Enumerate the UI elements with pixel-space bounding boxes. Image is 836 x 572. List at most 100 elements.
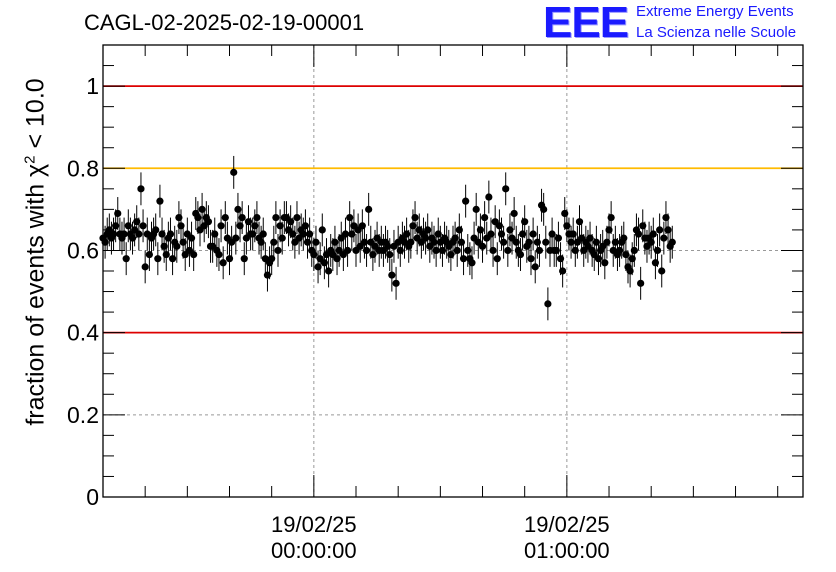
data-point xyxy=(468,259,476,267)
data-point xyxy=(552,246,560,255)
data-point xyxy=(274,246,282,255)
data-point xyxy=(141,263,149,271)
reference-lines xyxy=(103,85,803,334)
data-point xyxy=(221,213,229,222)
data-point xyxy=(365,205,373,213)
data-point xyxy=(173,242,181,250)
data-point xyxy=(664,226,672,234)
data-point xyxy=(312,238,320,246)
data-point xyxy=(527,255,535,263)
data-point xyxy=(190,250,198,259)
data-point xyxy=(238,213,246,222)
data-point xyxy=(194,213,202,222)
y-tick-labels: 0 0.2 0.4 0.6 0.8 1 xyxy=(67,73,99,510)
eee-logo: EEE xyxy=(543,0,629,47)
data-point xyxy=(120,230,128,238)
data-points xyxy=(99,168,676,308)
data-point xyxy=(263,271,272,279)
data-point xyxy=(411,213,419,222)
data-point xyxy=(331,238,339,246)
data-point xyxy=(432,246,440,255)
data-point xyxy=(502,185,510,193)
logo-line-2: La Scienza nelle Scuole xyxy=(636,24,797,41)
data-point xyxy=(314,263,322,271)
y-axis-label-sup: 2 xyxy=(21,155,39,164)
data-point xyxy=(626,267,634,275)
data-point xyxy=(287,218,295,226)
data-point xyxy=(634,230,643,238)
data-point xyxy=(430,238,438,246)
data-point xyxy=(656,226,664,234)
data-point xyxy=(348,230,356,238)
y-axis-label: fraction of events with χ2 < 10.0 xyxy=(21,78,50,425)
data-point xyxy=(544,300,552,308)
data-point xyxy=(615,246,624,255)
data-point xyxy=(318,226,326,234)
data-point xyxy=(575,218,584,226)
data-point xyxy=(145,250,153,259)
data-point xyxy=(592,238,600,246)
y-tick-label: 0 xyxy=(86,484,99,510)
data-point xyxy=(240,255,248,263)
data-point xyxy=(219,259,227,267)
data-point xyxy=(152,226,160,234)
data-point xyxy=(135,230,143,238)
data-point xyxy=(525,238,533,246)
data-point xyxy=(166,230,175,238)
data-point xyxy=(622,250,630,259)
data-point xyxy=(177,222,185,230)
data-point xyxy=(211,230,219,238)
data-point xyxy=(346,213,354,222)
data-point xyxy=(521,218,529,226)
data-point xyxy=(299,230,307,238)
data-point xyxy=(244,218,253,226)
data-point xyxy=(518,230,527,238)
data-point xyxy=(548,230,556,238)
data-point xyxy=(451,234,459,242)
data-point xyxy=(362,246,371,255)
data-point xyxy=(320,259,328,267)
grid-lines xyxy=(103,45,803,497)
data-point xyxy=(628,255,636,263)
data-point xyxy=(236,222,244,230)
data-point xyxy=(540,205,548,213)
data-point xyxy=(168,255,177,263)
data-point xyxy=(268,255,276,263)
data-point xyxy=(128,234,137,242)
data-point xyxy=(649,230,657,238)
data-point xyxy=(289,230,297,238)
logo-line-1: Extreme Energy Events xyxy=(636,3,794,20)
data-point xyxy=(278,234,286,242)
y-axis-label-prefix: fraction of events with xyxy=(21,176,50,426)
data-point xyxy=(493,255,501,263)
data-point xyxy=(301,222,310,230)
data-point xyxy=(386,250,394,259)
y-axis-label-chi: χ xyxy=(21,163,50,177)
data-point xyxy=(114,209,122,218)
data-point xyxy=(611,238,619,246)
data-point xyxy=(559,267,567,275)
data-point xyxy=(504,246,512,255)
data-point xyxy=(658,267,666,275)
data-point xyxy=(533,238,541,246)
data-point xyxy=(531,263,539,271)
data-point xyxy=(179,238,187,246)
data-point xyxy=(424,226,432,234)
data-point xyxy=(462,197,470,205)
data-point xyxy=(489,246,497,255)
data-point xyxy=(453,246,461,255)
data-point xyxy=(554,234,563,242)
data-point xyxy=(293,213,301,222)
data-point xyxy=(512,238,520,246)
data-point xyxy=(438,246,447,255)
y-tick-label: 0.6 xyxy=(67,237,99,263)
data-point xyxy=(124,222,132,230)
y-axis-label-suffix: < 10.0 xyxy=(21,78,50,156)
data-point xyxy=(122,255,130,263)
data-point xyxy=(388,271,396,279)
data-point xyxy=(232,234,240,242)
data-point xyxy=(605,226,613,234)
data-point xyxy=(510,209,518,218)
data-point xyxy=(607,213,615,222)
data-point xyxy=(529,230,537,238)
